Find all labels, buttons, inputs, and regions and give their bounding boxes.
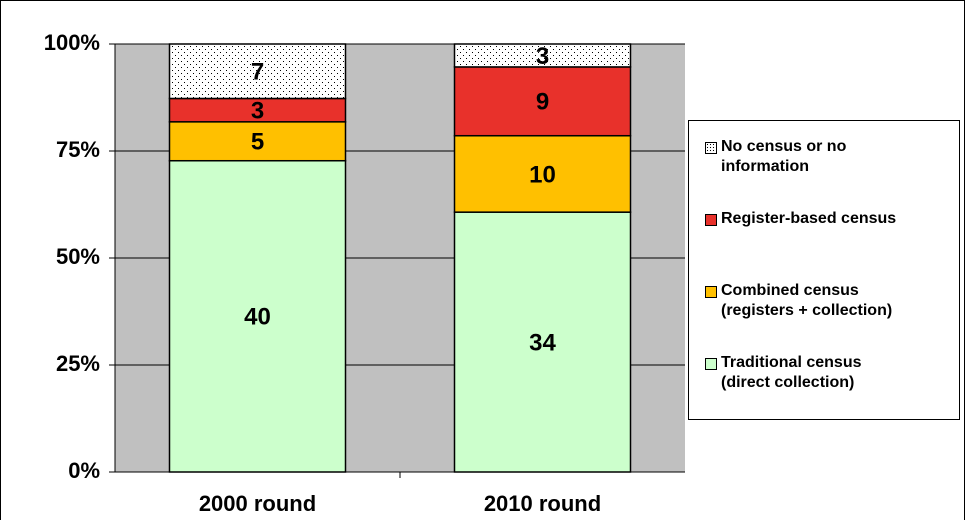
legend-swatch: [705, 358, 717, 370]
y-tick-label: 25%: [56, 351, 100, 376]
legend: No census or no information Register-base…: [688, 120, 960, 420]
legend-label: Register-based census: [721, 210, 897, 227]
legend-swatch: [705, 214, 717, 226]
data-label: 34: [529, 329, 556, 356]
legend-label: No census or no information: [721, 138, 847, 175]
y-tick-label: 50%: [56, 244, 100, 269]
x-tick-label: 2010 round: [484, 491, 601, 516]
legend-item: Register-based census: [705, 209, 959, 281]
y-tick-label: 100%: [44, 30, 100, 55]
bar-segment: [168, 43, 347, 100]
data-label: 10: [529, 161, 556, 188]
data-label: 40: [244, 304, 271, 331]
data-label: 7: [251, 59, 264, 86]
legend-item: Traditional census (direct collection): [705, 353, 959, 425]
bar-segment: [168, 121, 347, 162]
bar-segment: [168, 159, 347, 473]
bar-segment: [453, 66, 632, 137]
legend-item: Combined census (registers + collection): [705, 281, 959, 353]
legend-label: Combined census (registers + collection): [721, 282, 893, 319]
x-tick-label: 2000 round: [199, 491, 316, 516]
legend-swatch: [705, 142, 717, 154]
y-tick-label: 0%: [68, 458, 100, 483]
data-label: 3: [536, 43, 549, 70]
y-tick-label: 75%: [56, 137, 100, 162]
legend-item: No census or no information: [705, 137, 959, 209]
legend-label: Traditional census (direct collection): [721, 354, 862, 391]
bar-segment: [453, 211, 632, 473]
data-label: 3: [251, 97, 264, 124]
data-label: 9: [536, 89, 549, 116]
legend-swatch: [705, 286, 717, 298]
data-label: 5: [251, 129, 264, 156]
bar-segment: [453, 43, 632, 68]
